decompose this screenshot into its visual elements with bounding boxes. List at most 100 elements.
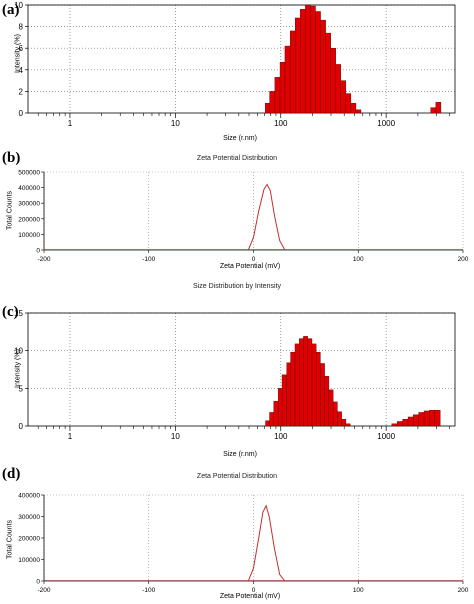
histogram-bar [320,363,325,427]
panel-a: (a) 1 10 100 1000 0 2 4 6 8 10 Intensity (%) Size… [0,0,474,148]
histogram-bar [311,343,317,427]
histogram-bar [332,401,338,427]
histogram-bar [294,343,300,427]
x-tick-label: 100 [274,432,288,441]
x-tick-label: 1000 [377,119,395,128]
histogram-bar [265,103,271,114]
histogram-bar [295,17,301,114]
x-tick-label: 1 [68,432,73,441]
chart-title-c: Size Distribution by Intensity [193,283,281,290]
histogram-bar [274,77,281,114]
histogram-bar [328,389,334,427]
y-tick-label: 100000 [18,232,40,239]
y-tick-label: 0 [19,109,24,118]
x-tick-label: -200 [37,256,50,263]
histogram-bar [335,64,341,114]
histogram-bar [269,91,276,114]
y-tick-label: 15 [14,309,23,318]
histogram-bar [429,409,436,427]
zeta-potential-chart-b: -200 -100 0 100 200 0 100000 200000 300000 400000… [18,170,469,264]
panel-c: Size Distribution by Intensity (c) 1 10 10… [0,280,474,466]
x-tick-label: 1000 [377,432,395,441]
x-tick-label: -100 [142,587,155,594]
histogram-bar [435,101,442,114]
y-axis-label-a: Intensity (%) [14,34,22,73]
x-tick-label: -100 [142,256,155,263]
panel-b: (b) Zeta Potential Distribution -200 -100… [0,150,474,280]
histogram-bar [303,336,308,427]
y-tick-label: 5 [19,384,24,393]
x-tick-label: 1 [68,119,73,128]
histogram-bar [286,362,291,427]
y-tick-label: 0 [36,248,40,255]
histogram-bar [310,5,316,114]
series-line [247,183,286,251]
y-axis-label-b: Total Counts [6,191,14,230]
x-tick-label: 0 [252,256,256,263]
histogram-bar [337,411,342,427]
y-tick-label: 200000 [18,536,40,543]
x-tick-label: 100 [353,587,364,594]
histogram-bar [345,423,351,427]
histogram-bar [325,32,331,114]
y-axis-label-c: Intensity (%) [14,349,22,388]
histogram-bar [423,410,430,427]
histogram-bar [300,9,306,114]
histogram-bar [281,374,287,427]
y-axis-label-d: Total Counts [6,520,14,559]
histogram-bar [345,93,352,114]
histogram-bar [269,412,274,427]
chart-title-b: Zeta Potential Distribution [196,155,278,162]
x-tick-label: 200 [458,256,469,263]
x-axis-label-d: Zeta Potential (mV) [219,593,281,600]
y-tick-label: 400000 [18,493,40,500]
x-axis-label-a: Size (r.nm) [223,135,257,142]
histogram-bar [430,107,437,114]
histogram-bar [396,421,403,427]
y-tick-label: 500000 [18,170,40,177]
x-tick-label: -200 [37,587,50,594]
panel-label-d: (d) [2,466,21,482]
y-tick-label: 300000 [18,201,40,208]
y-tick-label: 10 [14,1,23,10]
panel-d: (d) Zeta Potential Distribution -200 -100… [0,466,474,604]
panel-label-a: (a) [2,2,20,18]
histogram-bar [315,351,321,427]
panel-label-c: (c) [2,304,19,320]
y-tick-label: 200000 [18,216,40,223]
y-tick-label: 0 [36,579,40,586]
histogram-bar [340,80,347,114]
size-distribution-chart-a: 1 10 100 1000 0 2 4 6 8 10 [14,1,456,128]
histogram-bar [413,414,419,427]
histogram-bar [315,11,321,114]
y-tick-label: 400000 [18,185,40,192]
histogram-bar [434,409,441,427]
plot-frame [27,312,456,427]
x-axis-label-b: Zeta Potential (mV) [219,263,281,270]
histogram-bar [284,45,291,114]
y-tick-label: 100000 [18,557,40,564]
histogram-bar [290,351,296,427]
x-tick-label: 0 [252,587,256,594]
zeta-potential-chart-d: -200 -100 0 100 200 0 100000 200000 300000 400000 [18,493,469,595]
histogram-bar [320,19,326,114]
histogram-bar [418,412,425,427]
histogram-bar [391,423,398,427]
y-tick-label: 8 [19,23,24,32]
x-tick-label: 100 [274,119,288,128]
size-distribution-chart-c: 1 10 100 1000 0 5 10 15 [14,309,456,441]
y-tick-label: 10 [14,347,23,356]
histogram-bar [279,62,286,114]
series-line [247,504,286,582]
histogram-bar [402,419,409,427]
histogram-bar [265,420,270,427]
x-tick-label: 10 [171,119,180,128]
x-tick-label: 200 [458,587,469,594]
histogram-bar [341,419,347,427]
histogram-bar [350,103,357,114]
plot-frame [27,4,456,114]
y-tick-label: 6 [19,44,24,53]
histogram-bar [330,48,336,114]
histogram-bar [407,416,414,427]
y-tick-label: 300000 [18,514,40,521]
